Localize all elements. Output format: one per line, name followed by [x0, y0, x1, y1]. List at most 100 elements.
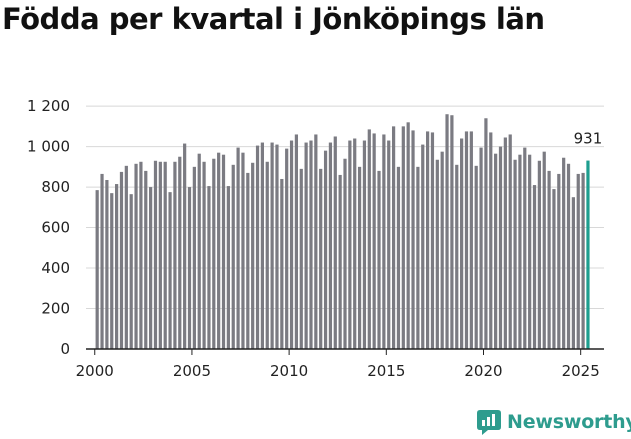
bar [508, 134, 512, 349]
bar [460, 138, 464, 349]
bar [430, 132, 435, 349]
bar [562, 157, 566, 349]
bar [168, 192, 172, 349]
bar [231, 164, 235, 349]
bar [503, 137, 507, 349]
bar [251, 162, 255, 349]
bar [275, 144, 279, 349]
bar [309, 140, 313, 349]
bar [455, 164, 459, 349]
y-axis-labels: 0 200 400 600 800 1 000 1 200 [27, 97, 70, 358]
bar [202, 161, 206, 349]
bar [221, 154, 226, 349]
newsworthy-logo[interactable]: Newsworthy [476, 408, 631, 436]
bar [367, 129, 371, 349]
bar [105, 180, 109, 349]
bar [435, 159, 439, 349]
bar [299, 168, 303, 349]
bar [134, 163, 138, 349]
bar-latest [586, 160, 590, 349]
bar [139, 161, 143, 349]
bar [319, 168, 323, 349]
bar [489, 132, 493, 349]
bar [173, 161, 177, 349]
bar [265, 161, 269, 349]
bar [246, 172, 250, 349]
bar [464, 131, 469, 349]
bar [528, 154, 532, 349]
bar [187, 187, 192, 349]
bar [396, 166, 401, 349]
bar [348, 140, 352, 349]
brand-name: Newsworthy [507, 411, 631, 433]
x-tick-label: 2000 [76, 362, 114, 380]
bar [178, 156, 182, 349]
bar [426, 131, 430, 349]
bar [241, 152, 245, 349]
bar [571, 197, 575, 349]
bar [450, 115, 454, 349]
bar [115, 184, 119, 349]
x-tick-label: 2010 [270, 362, 308, 380]
bar [406, 122, 410, 349]
bar [119, 171, 124, 349]
bar [523, 147, 527, 349]
x-tick-label: 2020 [464, 362, 502, 380]
bar [479, 147, 483, 349]
bar [513, 159, 517, 349]
bar [255, 145, 260, 349]
bar [353, 138, 357, 349]
bar [260, 142, 264, 349]
bar [212, 158, 216, 349]
bar [566, 163, 571, 349]
bar [217, 152, 221, 349]
bar [314, 134, 318, 349]
bar [557, 173, 561, 349]
bar [391, 126, 396, 349]
bar [100, 173, 104, 349]
y-tick-label: 0 [60, 340, 70, 358]
y-tick-label: 800 [41, 178, 70, 196]
bar [226, 186, 230, 349]
bar [323, 150, 328, 349]
bar [207, 186, 211, 349]
x-axis [86, 348, 604, 355]
bar [494, 153, 498, 349]
x-tick-label: 2015 [367, 362, 405, 380]
bar [372, 133, 376, 349]
bar [484, 118, 488, 349]
bar [445, 114, 449, 349]
bar [357, 166, 362, 349]
bar [382, 134, 386, 349]
x-axis-labels: 2000 2005 2010 2015 2020 2025 [76, 362, 600, 380]
bar [158, 161, 162, 349]
bar [149, 187, 153, 349]
bar [289, 140, 294, 349]
bar [440, 151, 444, 349]
bar [532, 185, 537, 349]
x-tick-label: 2005 [173, 362, 211, 380]
bar [581, 172, 585, 349]
bar [197, 153, 201, 349]
bar [401, 126, 405, 349]
bar [270, 142, 274, 349]
bar [236, 147, 240, 349]
bar [110, 193, 114, 349]
bar [95, 190, 99, 349]
bar [537, 160, 541, 349]
bar [280, 178, 284, 349]
bar [129, 194, 133, 349]
bar [411, 130, 415, 349]
bar [552, 189, 556, 349]
data-bars [95, 114, 590, 349]
y-tick-label: 600 [41, 219, 70, 237]
y-tick-label: 400 [41, 259, 70, 277]
bar [343, 158, 347, 349]
bar [498, 146, 503, 349]
bar [153, 160, 158, 349]
bar-chart-speech-bubble-icon [477, 410, 501, 435]
bar [518, 154, 522, 349]
bar [294, 134, 299, 349]
bar [338, 174, 342, 349]
bar-chart: 0 200 400 600 800 1 000 1 200 2000 2005 2010 2015… [27, 97, 604, 380]
